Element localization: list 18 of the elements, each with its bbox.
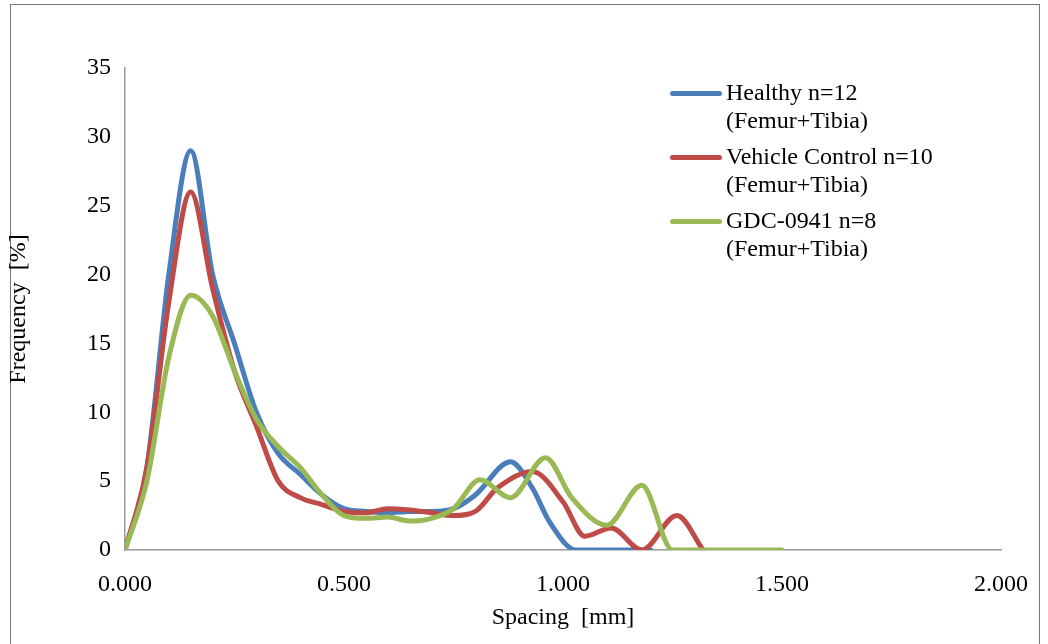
y-tick-label: 30 (87, 122, 111, 149)
y-tick-label: 10 (87, 397, 111, 424)
y-tick-label: 15 (87, 328, 111, 355)
y-tick-label: 0 (99, 535, 111, 562)
legend-label: Healthy n=12 (Femur+Tibia) (726, 78, 868, 134)
y-tick-label: 25 (87, 191, 111, 218)
x-tick-label: 0.000 (98, 569, 152, 596)
y-axis-title: Frequency [%] (3, 234, 30, 384)
x-tick-label: 1.000 (536, 569, 590, 596)
y-tick-label: 5 (99, 466, 111, 493)
x-tick-label: 0.500 (317, 569, 371, 596)
x-axis-title: Spacing [mm] (491, 602, 635, 629)
x-tick-label: 2.000 (974, 569, 1028, 596)
y-tick-label: 35 (87, 53, 111, 80)
legend-label: Vehicle Control n=10 (Femur+Tibia) (726, 142, 933, 198)
x-tick-label: 1.500 (755, 569, 809, 596)
legend-label: GDC-0941 n=8 (Femur+Tibia) (726, 206, 877, 262)
y-tick-label: 20 (87, 259, 111, 286)
